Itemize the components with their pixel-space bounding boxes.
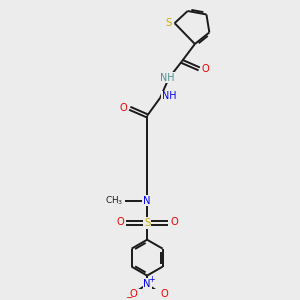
Text: O: O: [116, 217, 124, 227]
Text: O: O: [202, 64, 209, 74]
Text: O: O: [170, 217, 178, 227]
Text: O: O: [160, 289, 168, 299]
Text: N: N: [143, 196, 150, 206]
Text: NH: NH: [160, 73, 175, 82]
Text: CH$_3$: CH$_3$: [105, 194, 123, 207]
Text: N: N: [143, 279, 151, 289]
Text: O: O: [119, 103, 127, 113]
Text: S: S: [165, 18, 171, 28]
Text: S: S: [144, 218, 150, 228]
Text: +: +: [148, 275, 155, 284]
Text: −: −: [125, 292, 133, 300]
Text: NH: NH: [162, 92, 176, 101]
Text: O: O: [130, 289, 137, 299]
